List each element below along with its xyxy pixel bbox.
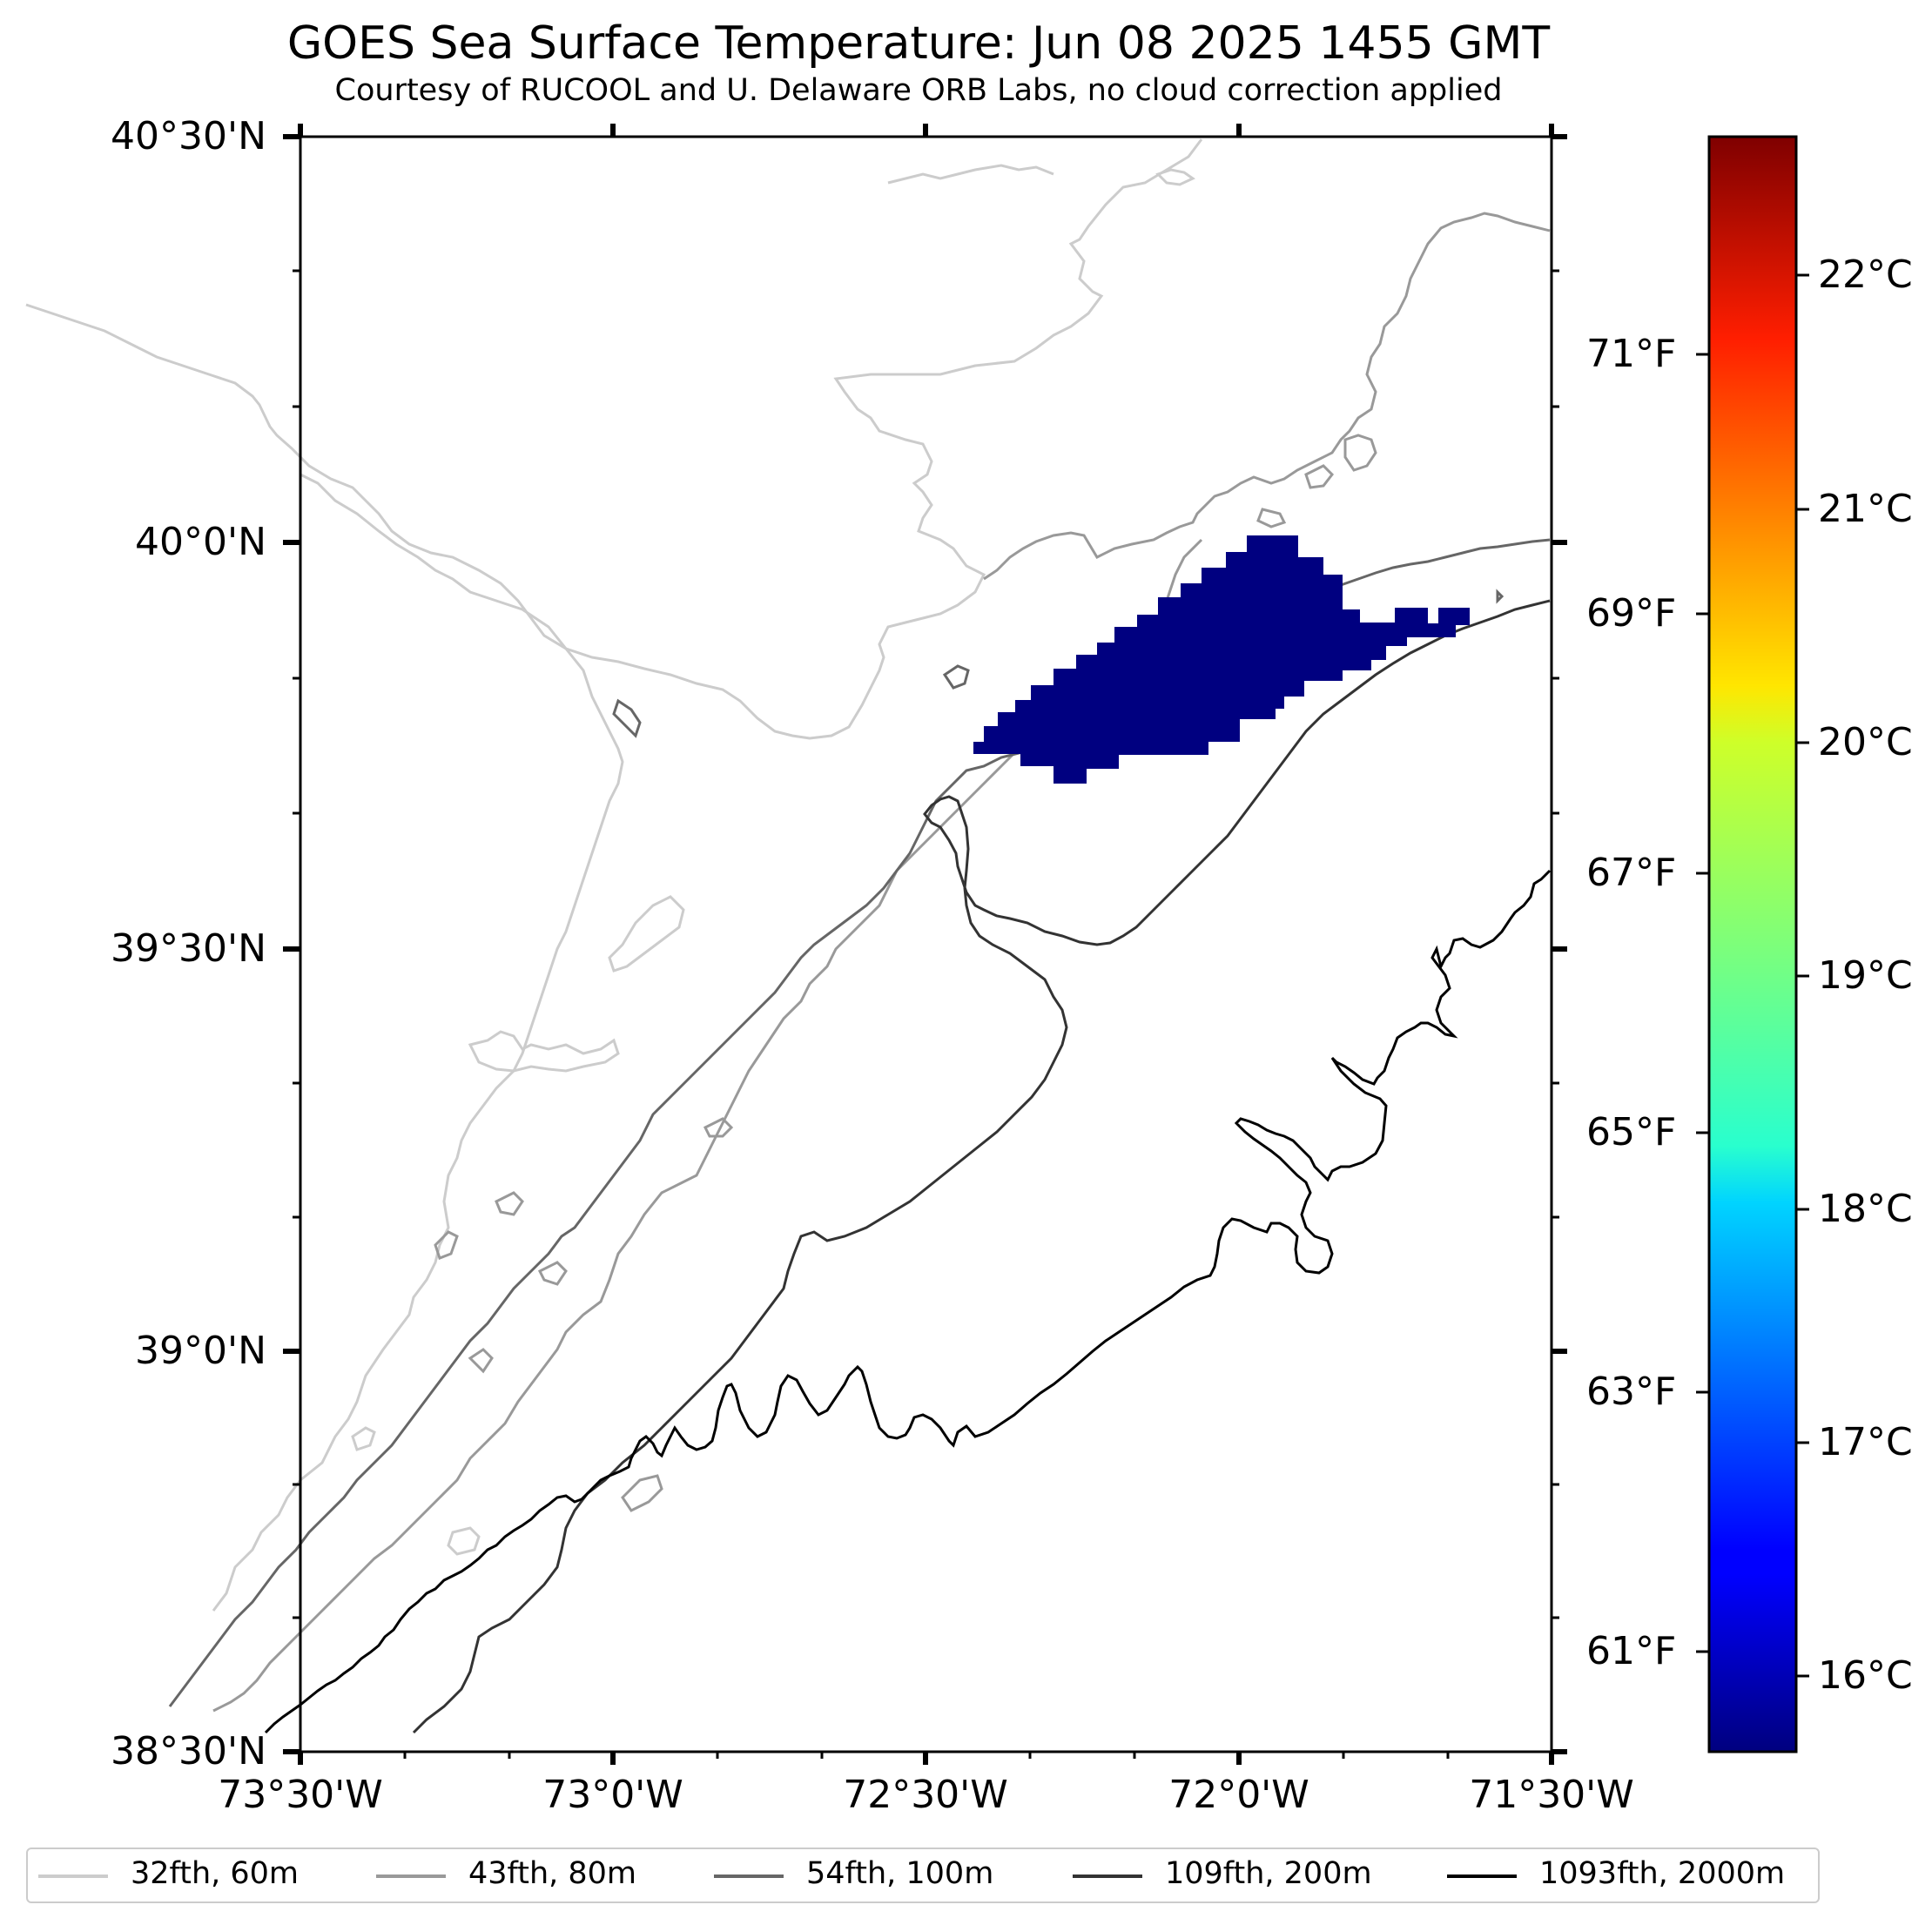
legend-swatch-100m bbox=[714, 1875, 784, 1878]
lon-label-71-30: 71°30'W bbox=[1469, 1773, 1634, 1817]
legend-swatch-200m bbox=[1073, 1875, 1142, 1878]
map-title: GOES Sea Surface Temperature: Jun 08 202… bbox=[286, 17, 1551, 70]
colorbar-label-19c: 19°C bbox=[1818, 953, 1913, 998]
legend-swatch-2000m bbox=[1447, 1875, 1517, 1878]
lat-label-40-30: 40°30'N bbox=[111, 114, 266, 158]
isobath-80m bbox=[212, 212, 1551, 1713]
colorbar-label-22c: 22°C bbox=[1818, 252, 1913, 297]
colorbar-label-63f: 63°F bbox=[1586, 1370, 1677, 1414]
map-subtitle: Courtesy of RUCOOL and U. Delaware ORB L… bbox=[334, 73, 1503, 108]
colorbar-label-18c: 18°C bbox=[1818, 1187, 1913, 1231]
colorbar-label-71f: 71°F bbox=[1586, 332, 1677, 376]
lon-label-72-30: 72°30'W bbox=[843, 1773, 1008, 1817]
latitude-ticks bbox=[283, 134, 1567, 1754]
colorbar-celsius-ticks bbox=[1796, 273, 1809, 1678]
colorbar-label-16c: 16°C bbox=[1818, 1653, 1913, 1698]
colorbar-fahrenheit-ticks bbox=[1696, 353, 1709, 1653]
legend-label-2000m: 1093fth, 2000m bbox=[1539, 1856, 1786, 1891]
isobath-legend: 32fth, 60m 43fth, 80m 54fth, 100m 109fth… bbox=[26, 1848, 1820, 1903]
lat-label-39-00: 39°0'N bbox=[135, 1329, 266, 1373]
legend-swatch-80m bbox=[376, 1875, 446, 1878]
colorbar bbox=[1707, 135, 1798, 1753]
legend-label-60m: 32fth, 60m bbox=[131, 1856, 300, 1891]
colorbar-label-69f: 69°F bbox=[1586, 591, 1677, 636]
latitude-minor-ticks bbox=[293, 269, 1559, 1619]
colorbar-label-65f: 65°F bbox=[1586, 1110, 1677, 1154]
isobath-60m bbox=[25, 138, 1203, 1612]
lon-label-73-30: 73°30'W bbox=[218, 1773, 383, 1817]
colorbar-label-21c: 21°C bbox=[1818, 487, 1913, 531]
lat-label-39-30: 39°30'N bbox=[111, 926, 266, 971]
lat-label-38-30: 38°30'N bbox=[111, 1729, 266, 1774]
isobath-200m bbox=[412, 599, 1551, 1734]
lon-label-72-00: 72°0'W bbox=[1168, 1773, 1309, 1817]
lat-label-40-00: 40°0'N bbox=[135, 520, 266, 564]
map-frame bbox=[299, 135, 1553, 1753]
colorbar-label-61f: 61°F bbox=[1586, 1629, 1677, 1673]
colorbar-label-20c: 20°C bbox=[1818, 720, 1913, 764]
colorbar-label-67f: 67°F bbox=[1586, 851, 1677, 895]
legend-label-100m: 54fth, 100m bbox=[806, 1856, 994, 1891]
legend-swatch-60m bbox=[38, 1875, 108, 1878]
sst-cold-patch bbox=[973, 535, 1470, 784]
colorbar-label-17c: 17°C bbox=[1818, 1420, 1913, 1464]
legend-label-80m: 43fth, 80m bbox=[468, 1856, 637, 1891]
longitude-ticks bbox=[298, 124, 1554, 1765]
isobath-2000m bbox=[264, 869, 1552, 1734]
legend-label-200m: 109fth, 200m bbox=[1165, 1856, 1372, 1891]
longitude-minor-ticks bbox=[403, 1752, 1450, 1759]
lon-label-73-00: 73°0'W bbox=[542, 1773, 683, 1817]
isobath-100m bbox=[168, 538, 1551, 1707]
